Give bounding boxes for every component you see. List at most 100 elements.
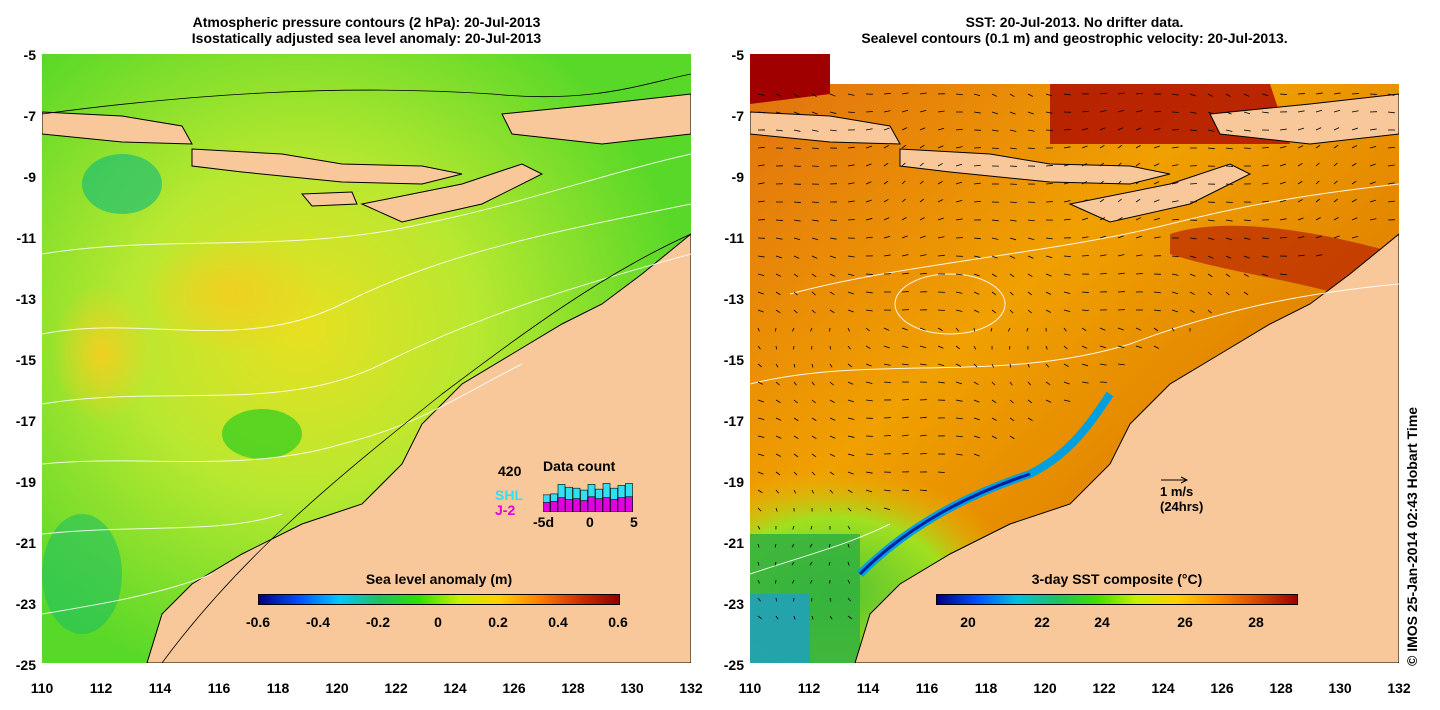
velocity-arrow	[1009, 255, 1016, 259]
australia-landmass	[146, 233, 691, 663]
right-panel-title: SST: 20-Jul-2013. No drifter data. Seale…	[750, 14, 1399, 46]
velocity-arrow	[865, 363, 872, 367]
velocity-arrow	[1225, 255, 1232, 259]
velocity-arrow	[793, 273, 799, 278]
velocity-arrow	[973, 182, 981, 185]
colorbar-tick-label: 24	[1094, 614, 1110, 630]
velocity-arrow	[757, 453, 765, 457]
flores-island-sst	[1209, 93, 1399, 145]
velocity-arrow	[1099, 198, 1105, 203]
count-bar-j2	[610, 499, 618, 512]
velocity-arrow	[792, 525, 795, 530]
velocity-arrow	[1117, 272, 1125, 275]
velocity-arrow	[1081, 199, 1088, 203]
count-xtick: 5	[630, 514, 638, 530]
velocity-arrow	[1297, 162, 1303, 167]
velocity-arrow	[793, 129, 801, 132]
velocity-arrow	[829, 615, 833, 620]
velocity-arrow	[791, 543, 795, 548]
velocity-arrow	[847, 345, 851, 350]
velocity-arrow	[955, 399, 963, 402]
velocity-arrow	[1243, 129, 1251, 132]
lat-label: -9	[23, 169, 36, 185]
velocity-arrow	[757, 597, 761, 602]
java-island	[42, 111, 193, 145]
velocity-arrow	[775, 489, 780, 494]
velocity-arrow	[1081, 181, 1088, 185]
velocity-arrow	[775, 111, 783, 115]
velocity-arrow	[1333, 92, 1341, 95]
velocity-arrow	[1207, 309, 1212, 314]
velocity-arrow	[1045, 182, 1053, 185]
lat-label: -19	[15, 474, 36, 490]
velocity-arrow	[1279, 199, 1287, 203]
sla-colorbar-title: Sea level anomaly (m)	[365, 571, 513, 587]
velocity-arrow	[775, 453, 782, 457]
velocity-arrow	[793, 417, 799, 422]
sea-level-anomaly-map[interactable]	[42, 54, 691, 663]
lon-label: 110	[30, 680, 54, 696]
velocity-arrow	[937, 254, 945, 257]
velocity-arrow	[1063, 181, 1071, 185]
velocity-arrow	[847, 615, 853, 620]
lat-label: -11	[16, 230, 36, 246]
velocity-arrow	[828, 543, 831, 548]
velocity-arrow	[1333, 144, 1339, 149]
velocity-arrow	[811, 273, 817, 278]
velocity-arrow	[757, 200, 765, 203]
velocity-arrow	[1027, 111, 1034, 115]
velocity-arrow	[901, 127, 908, 131]
velocity-arrow	[757, 561, 760, 566]
velocity-arrow	[811, 363, 814, 368]
velocity-arrow	[1117, 180, 1122, 185]
velocity-arrow	[1063, 327, 1067, 332]
velocity-arrow	[847, 93, 855, 96]
velocity-arrow	[793, 363, 796, 368]
velocity-arrow	[973, 237, 981, 240]
velocity-arrow	[829, 471, 835, 476]
velocity-arrow	[1063, 399, 1071, 402]
velocity-arrow	[1081, 291, 1089, 293]
velocity-arrow	[811, 489, 815, 494]
velocity-arrow	[865, 345, 871, 350]
velocity-arrow	[1045, 129, 1053, 131]
velocity-arrow	[883, 327, 890, 331]
velocity-arrow	[973, 327, 976, 332]
velocity-arrow	[757, 363, 763, 368]
velocity-arrow	[811, 93, 817, 97]
velocity-arrow	[991, 291, 997, 296]
velocity-arrow	[1099, 180, 1104, 185]
lon-label: 130	[620, 680, 644, 696]
left-title-line2: Isostatically adjusted sea level anomaly…	[191, 30, 542, 46]
lat-label: -7	[23, 108, 36, 124]
sst-map[interactable]	[750, 54, 1399, 663]
velocity-arrow	[901, 162, 906, 167]
velocity-arrow	[955, 435, 963, 438]
velocity-arrow	[1081, 163, 1088, 167]
data-count-chart	[543, 483, 633, 512]
velocity-arrow	[865, 399, 873, 402]
velocity-arrow	[1225, 147, 1233, 150]
velocity-arrow	[919, 235, 926, 239]
velocity-arrow	[847, 525, 851, 530]
velocity-arrow	[811, 237, 819, 241]
velocity-arrow	[1333, 127, 1340, 131]
velocity-arrow	[829, 597, 832, 602]
velocity-arrow	[791, 561, 795, 566]
velocity-arrow	[919, 327, 926, 331]
velocity-arrow	[937, 236, 945, 239]
velocity-arrow	[1297, 199, 1303, 203]
velocity-arrow	[847, 363, 853, 368]
velocity-arrow	[1009, 93, 1015, 98]
velocity-arrow	[1387, 93, 1395, 96]
velocity-arrow	[757, 507, 762, 512]
velocity-arrow	[829, 129, 837, 132]
velocity-arrow	[1207, 147, 1215, 150]
velocity-arrow	[1369, 128, 1377, 131]
velocity-arrow	[991, 435, 998, 439]
velocity-arrow	[811, 309, 816, 314]
velocity-arrow	[1333, 180, 1338, 185]
velocity-arrow	[757, 399, 764, 403]
velocity-arrow	[1135, 110, 1143, 113]
velocity-arrow	[829, 363, 833, 368]
